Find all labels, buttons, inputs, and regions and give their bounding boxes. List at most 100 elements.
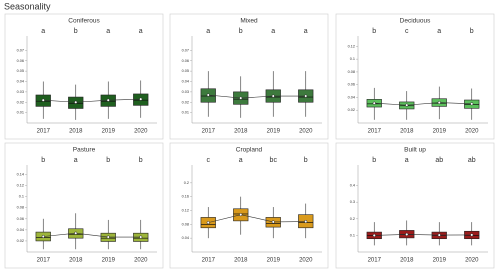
mean-marker bbox=[271, 94, 275, 98]
x-tick-label: 2018 bbox=[234, 129, 248, 135]
mean-marker bbox=[74, 100, 78, 104]
y-tick-label: 0.12 bbox=[182, 209, 189, 213]
panel-title: Built up bbox=[404, 147, 426, 154]
mean-marker bbox=[271, 220, 275, 224]
mean-marker bbox=[437, 233, 441, 237]
group-letter: a bbox=[437, 28, 441, 35]
mean-marker bbox=[304, 220, 308, 224]
y-tick-label: 0.1 bbox=[19, 195, 24, 199]
x-tick-label: 2019 bbox=[102, 129, 116, 135]
x-tick-label: 2018 bbox=[69, 129, 83, 135]
group-letter: c bbox=[405, 28, 409, 35]
x-tick-label: 2017 bbox=[202, 129, 216, 135]
y-tick-label: 0.04 bbox=[17, 228, 24, 232]
x-tick-label: 2020 bbox=[465, 258, 479, 264]
y-tick-label: 0.02 bbox=[17, 239, 24, 243]
mean-marker bbox=[41, 234, 45, 239]
group-letter: c bbox=[207, 157, 211, 164]
x-tick-label: 2019 bbox=[433, 129, 447, 135]
x-tick-label: 2020 bbox=[299, 129, 313, 135]
mean-marker bbox=[41, 98, 45, 102]
y-tick-label: 0.02 bbox=[182, 100, 189, 104]
x-tick-label: 2017 bbox=[37, 258, 51, 264]
x-tick-label: 2020 bbox=[134, 129, 148, 135]
group-letter: ab bbox=[468, 157, 476, 164]
panel-frame bbox=[169, 142, 329, 269]
panel-frame bbox=[169, 13, 329, 140]
group-letter: b bbox=[239, 28, 243, 35]
x-tick-label: 2018 bbox=[400, 258, 414, 264]
mean-marker bbox=[74, 231, 78, 235]
y-tick-label: 0.1 bbox=[350, 233, 355, 237]
y-tick-label: 0.03 bbox=[17, 90, 24, 94]
mean-marker bbox=[405, 103, 409, 107]
group-letter: b bbox=[470, 28, 474, 35]
mean-marker bbox=[106, 235, 110, 239]
panel-title: Deciduous bbox=[400, 18, 431, 25]
y-tick-label: 0.04 bbox=[182, 80, 189, 84]
x-tick-label: 2019 bbox=[102, 258, 116, 264]
y-tick-label: 0.14 bbox=[17, 173, 24, 177]
y-tick-label: 0.08 bbox=[17, 206, 24, 210]
mean-marker bbox=[206, 93, 210, 97]
mean-marker bbox=[372, 101, 376, 105]
mean-line bbox=[374, 102, 472, 106]
x-tick-label: 2017 bbox=[368, 129, 382, 135]
panel-frame bbox=[4, 13, 164, 140]
x-tick-label: 2020 bbox=[465, 129, 479, 135]
x-tick-label: 2018 bbox=[234, 258, 248, 264]
y-tick-label: 0.01 bbox=[17, 111, 24, 115]
panel-frame bbox=[335, 13, 495, 140]
x-tick-label: 2019 bbox=[433, 258, 447, 264]
mean-line bbox=[374, 234, 472, 236]
y-tick-label: 0.04 bbox=[348, 95, 355, 99]
y-tick-label: 0.12 bbox=[348, 44, 355, 48]
mean-marker bbox=[437, 101, 441, 105]
panel-title: Pasture bbox=[73, 147, 96, 154]
y-tick-label: 0.08 bbox=[182, 222, 189, 226]
panel-title: Coniferous bbox=[68, 18, 100, 25]
mean-line bbox=[43, 98, 141, 103]
y-tick-label: 0.05 bbox=[17, 69, 24, 73]
group-letter: a bbox=[74, 157, 78, 164]
mean-marker bbox=[470, 102, 474, 106]
group-letter: a bbox=[304, 28, 308, 35]
group-letter: ab bbox=[435, 157, 443, 164]
panel-title: Cropland bbox=[236, 147, 263, 154]
mean-marker bbox=[239, 213, 243, 217]
y-tick-label: 0.02 bbox=[348, 108, 355, 112]
group-letter: b bbox=[106, 157, 110, 164]
y-tick-label: 0.06 bbox=[17, 59, 24, 63]
y-tick-label: 0.3 bbox=[350, 200, 355, 204]
x-tick-label: 2017 bbox=[368, 258, 382, 264]
group-letter: a bbox=[239, 157, 243, 164]
y-tick-label: 0.16 bbox=[182, 195, 189, 199]
x-tick-label: 2018 bbox=[69, 258, 83, 264]
group-letter: a bbox=[206, 28, 210, 35]
y-tick-label: 0.4 bbox=[350, 184, 355, 188]
x-tick-label: 2017 bbox=[37, 129, 51, 135]
y-tick-label: 0.06 bbox=[348, 83, 355, 87]
mean-line bbox=[208, 214, 306, 223]
y-tick-label: 0.07 bbox=[17, 48, 24, 52]
mean-marker bbox=[139, 97, 143, 101]
group-letter: bc bbox=[270, 157, 278, 164]
y-tick-label: 0.2 bbox=[350, 217, 355, 221]
y-tick-label: 0.01 bbox=[182, 111, 189, 115]
y-tick-label: 0.08 bbox=[348, 70, 355, 74]
group-letter: a bbox=[271, 28, 275, 35]
group-letter: b bbox=[74, 28, 78, 35]
y-tick-label: 0.02 bbox=[17, 100, 24, 104]
group-letter: b bbox=[41, 157, 45, 164]
mean-marker bbox=[139, 235, 143, 239]
x-tick-label: 2019 bbox=[267, 258, 281, 264]
x-tick-label: 2017 bbox=[202, 258, 216, 264]
y-tick-label: 0.12 bbox=[17, 184, 24, 188]
x-tick-label: 2020 bbox=[134, 258, 148, 264]
mean-marker bbox=[304, 94, 308, 98]
group-letter: a bbox=[106, 28, 110, 35]
mean-line bbox=[43, 232, 141, 238]
x-tick-label: 2020 bbox=[299, 258, 313, 264]
mean-marker bbox=[239, 96, 243, 100]
